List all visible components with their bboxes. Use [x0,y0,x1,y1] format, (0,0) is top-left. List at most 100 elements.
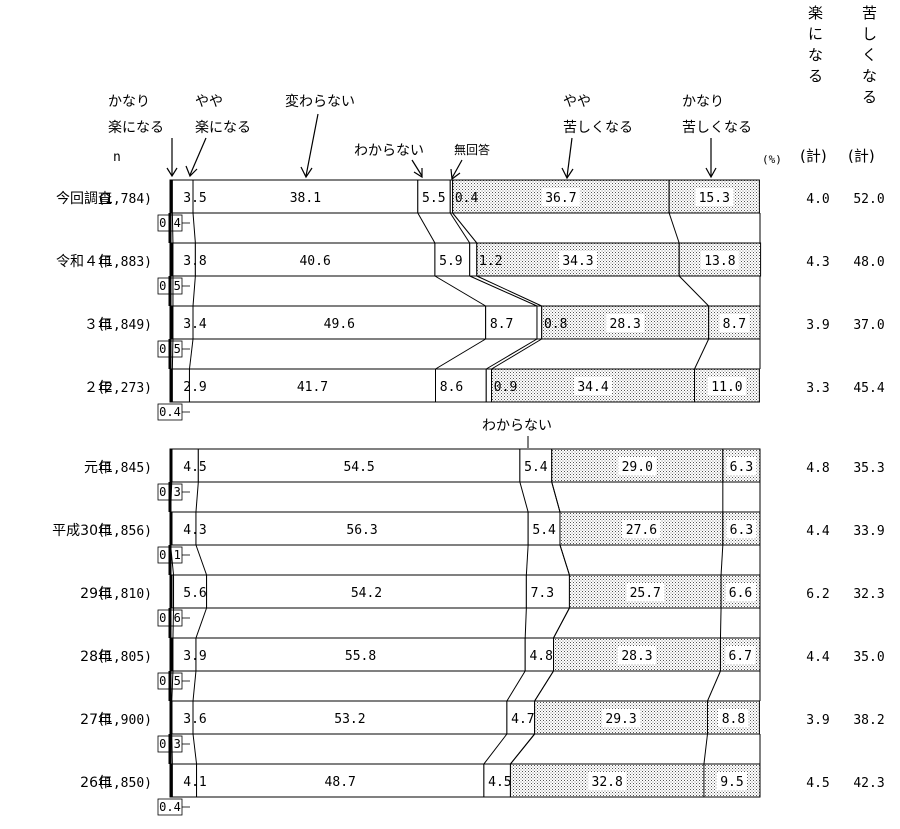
cat1-label: 0.4 [159,800,181,814]
bar-segment [469,242,478,277]
connector-line [694,338,710,370]
connector-line [171,670,174,702]
value-label: 3.5 [183,191,206,206]
bar-segment [536,305,543,340]
connector-line [551,481,561,513]
value-label: 38.1 [290,191,321,206]
bar-segment [485,368,493,403]
harder-total: 45.4 [853,381,884,396]
unit-label: (%) [762,153,782,166]
harder-total: 35.3 [853,461,884,476]
easier-title: 楽になる [808,4,823,85]
harder-total: 48.0 [853,255,884,270]
legend-cat1-line2: 楽になる [108,120,164,136]
connector-line [483,733,508,765]
value-label: 5.4 [532,523,556,538]
connector-line [195,607,208,639]
connector-line [188,338,194,370]
connector-line [449,212,471,244]
value-label-bg [618,457,657,475]
bar-segment [527,511,561,546]
easier-total: 4.4 [806,650,830,665]
legend-cat5: 無回答 [454,142,490,157]
bar-row: 26年(1,850) 4.1 48.7 4.5 32.8 9.5 0.4 4.5 42.3 [80,763,885,816]
easier-total: 4.4 [806,524,830,539]
value-label: 11.0 [711,380,742,395]
row-n: (2,273) [97,381,152,396]
row-n: (1,850) [97,776,152,791]
row-n: (1,845) [97,461,152,476]
legend-cat6-line2: 苦しくなる [563,120,633,136]
value-label-bg [695,188,734,206]
easier-total: 4.0 [806,192,829,207]
value-label: 29.0 [622,460,653,475]
legend: かなり 楽になる やや 楽になる 変わらない わからない 無回答 やや 苦しくな… [108,93,782,448]
connector-line [195,481,199,513]
value-label: 13.8 [704,254,735,269]
connector-line [170,481,173,513]
connector-line [434,275,486,307]
value-label-bg [725,583,756,601]
connector-line [452,212,478,244]
value-label: 4.7 [511,712,534,727]
value-label: 6.3 [730,460,753,475]
harder-title: 苦しくなる [862,4,877,106]
row-label: 今回調査 [56,191,112,207]
bar-row: 27年(1,900)3.653.24.729.38.80.33.938.2 [80,700,885,753]
harder-total: 33.9 [853,524,884,539]
value-label: 36.7 [545,191,576,206]
connector-line [668,212,680,244]
row-label: 令和４年 [56,254,112,270]
legend-cat3: 変わらない [285,93,355,110]
row-n: (1,900) [97,713,152,728]
value-label-bg [574,377,613,395]
harder-total: 37.0 [853,318,884,333]
connector-line [510,733,536,765]
easier-sub: (計) [800,147,827,165]
value-label-bg [726,520,757,538]
value-label: 0.8 [544,317,567,332]
legend-cat4: わからない [354,143,424,159]
bar-segment [525,574,570,609]
value-label: 1.2 [479,254,502,269]
connector-line [506,670,526,702]
easier-total: 4.8 [806,461,829,476]
value-label: 8.7 [723,317,746,332]
bar-segment [206,574,527,609]
connector-line [476,275,542,307]
value-label: 34.3 [562,254,593,269]
harder-total: 52.0 [853,192,884,207]
harder-total: 42.3 [853,776,884,791]
harder-total: 32.3 [853,587,884,602]
value-label: 6.7 [728,649,751,664]
value-label-bg [719,314,750,332]
value-label-bg [718,709,749,727]
legend-cat7-line2: 苦しくなる [682,120,752,136]
bar-segment [173,574,208,609]
value-label: 54.2 [351,586,382,601]
value-label: 32.8 [592,775,623,790]
legend-cat2-line1: やや [195,94,223,110]
harder-total: 35.0 [853,650,884,665]
value-label-bg [558,251,597,269]
value-label: 41.7 [297,380,328,395]
row-label: 29年 [80,586,112,602]
row-n: (1,849) [97,318,152,333]
connector-line [192,275,196,307]
bar-row: 令和４年(1,883)3.840.65.91.234.313.80.54.348… [56,242,885,295]
legend-cat5-arrow [451,159,463,179]
connector-line [417,212,436,244]
connector-line [195,544,208,576]
value-label-bg [626,583,665,601]
easier-total: 6.2 [806,587,829,602]
value-label: 9.5 [720,775,743,790]
value-label: 0.9 [494,380,517,395]
connector-line [192,670,197,702]
bar-segment [171,763,198,798]
value-label-bg [726,457,757,475]
value-label: 56.3 [346,523,377,538]
bar-row: 28年(1,805)3.955.84.828.36.70.54.435.0 [80,637,885,690]
value-label: 4.1 [183,775,206,790]
connector-line [525,544,529,576]
value-label: 5.6 [183,586,206,601]
